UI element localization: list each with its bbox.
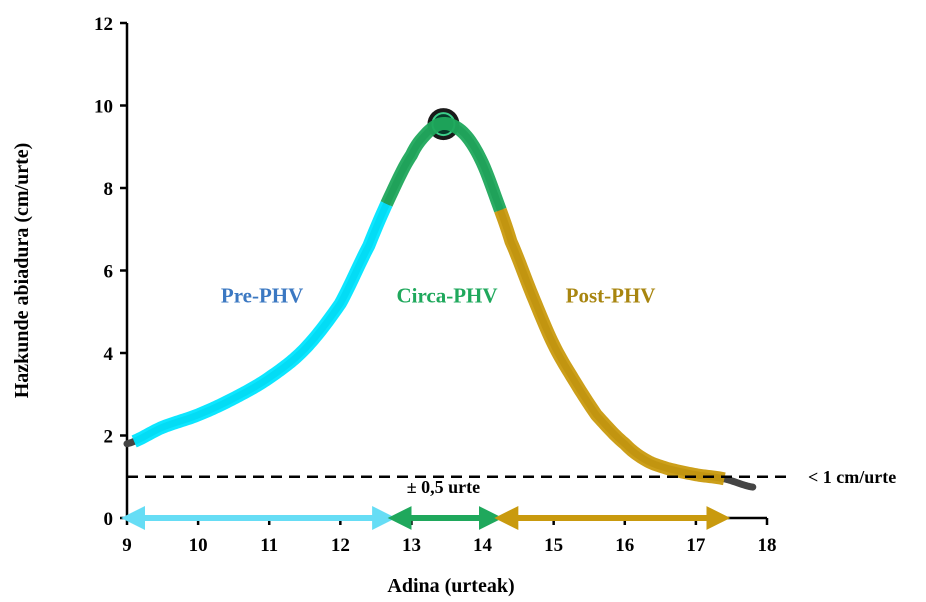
- y-axis-title: Hazkunde abiadura (cm/urte): [11, 143, 33, 399]
- threshold: < 1 cm/urte: [127, 467, 896, 487]
- y-tick-label: 0: [104, 509, 114, 530]
- y-tick-label: 8: [104, 179, 114, 200]
- y-tick-label: 6: [104, 262, 114, 283]
- x-tick-label: 11: [260, 535, 278, 556]
- y-tick-label: 10: [94, 97, 113, 118]
- interval-annotation: ± 0,5 urte: [407, 477, 480, 497]
- phase-label-3: Post-PHV: [566, 283, 656, 307]
- x-tick-label: 17: [686, 535, 706, 556]
- phase-segment-1: [134, 204, 386, 442]
- axes: 0 2 4 6 8 10 12 9 10 11 12 13 14 15 16 17 18 Adina (urtea…: [11, 14, 777, 597]
- threshold-label: < 1 cm/urte: [808, 467, 896, 487]
- x-tick-label: 10: [189, 535, 208, 556]
- y-tick-label: 2: [104, 427, 114, 448]
- x-tick-label: 18: [758, 535, 777, 556]
- y-tick-label: 12: [94, 14, 113, 35]
- x-tick-label: 12: [331, 535, 350, 556]
- phase-label-1: Pre-PHV: [221, 283, 303, 307]
- phase-label-2: Circa-PHV: [396, 283, 497, 307]
- x-tick-label: 13: [402, 535, 421, 556]
- phase-segment-3: [500, 210, 724, 479]
- labels: Pre-PHV Circa-PHV Post-PHV ± 0,5 urte: [221, 283, 656, 497]
- y-tick-label: 4: [104, 344, 114, 365]
- x-tick-label: 15: [544, 535, 563, 556]
- x-tick-label: 16: [615, 535, 634, 556]
- x-tick-label: 9: [122, 535, 132, 556]
- x-tick-label: 14: [473, 535, 493, 556]
- x-axis-title: Adina (urteak): [387, 575, 514, 597]
